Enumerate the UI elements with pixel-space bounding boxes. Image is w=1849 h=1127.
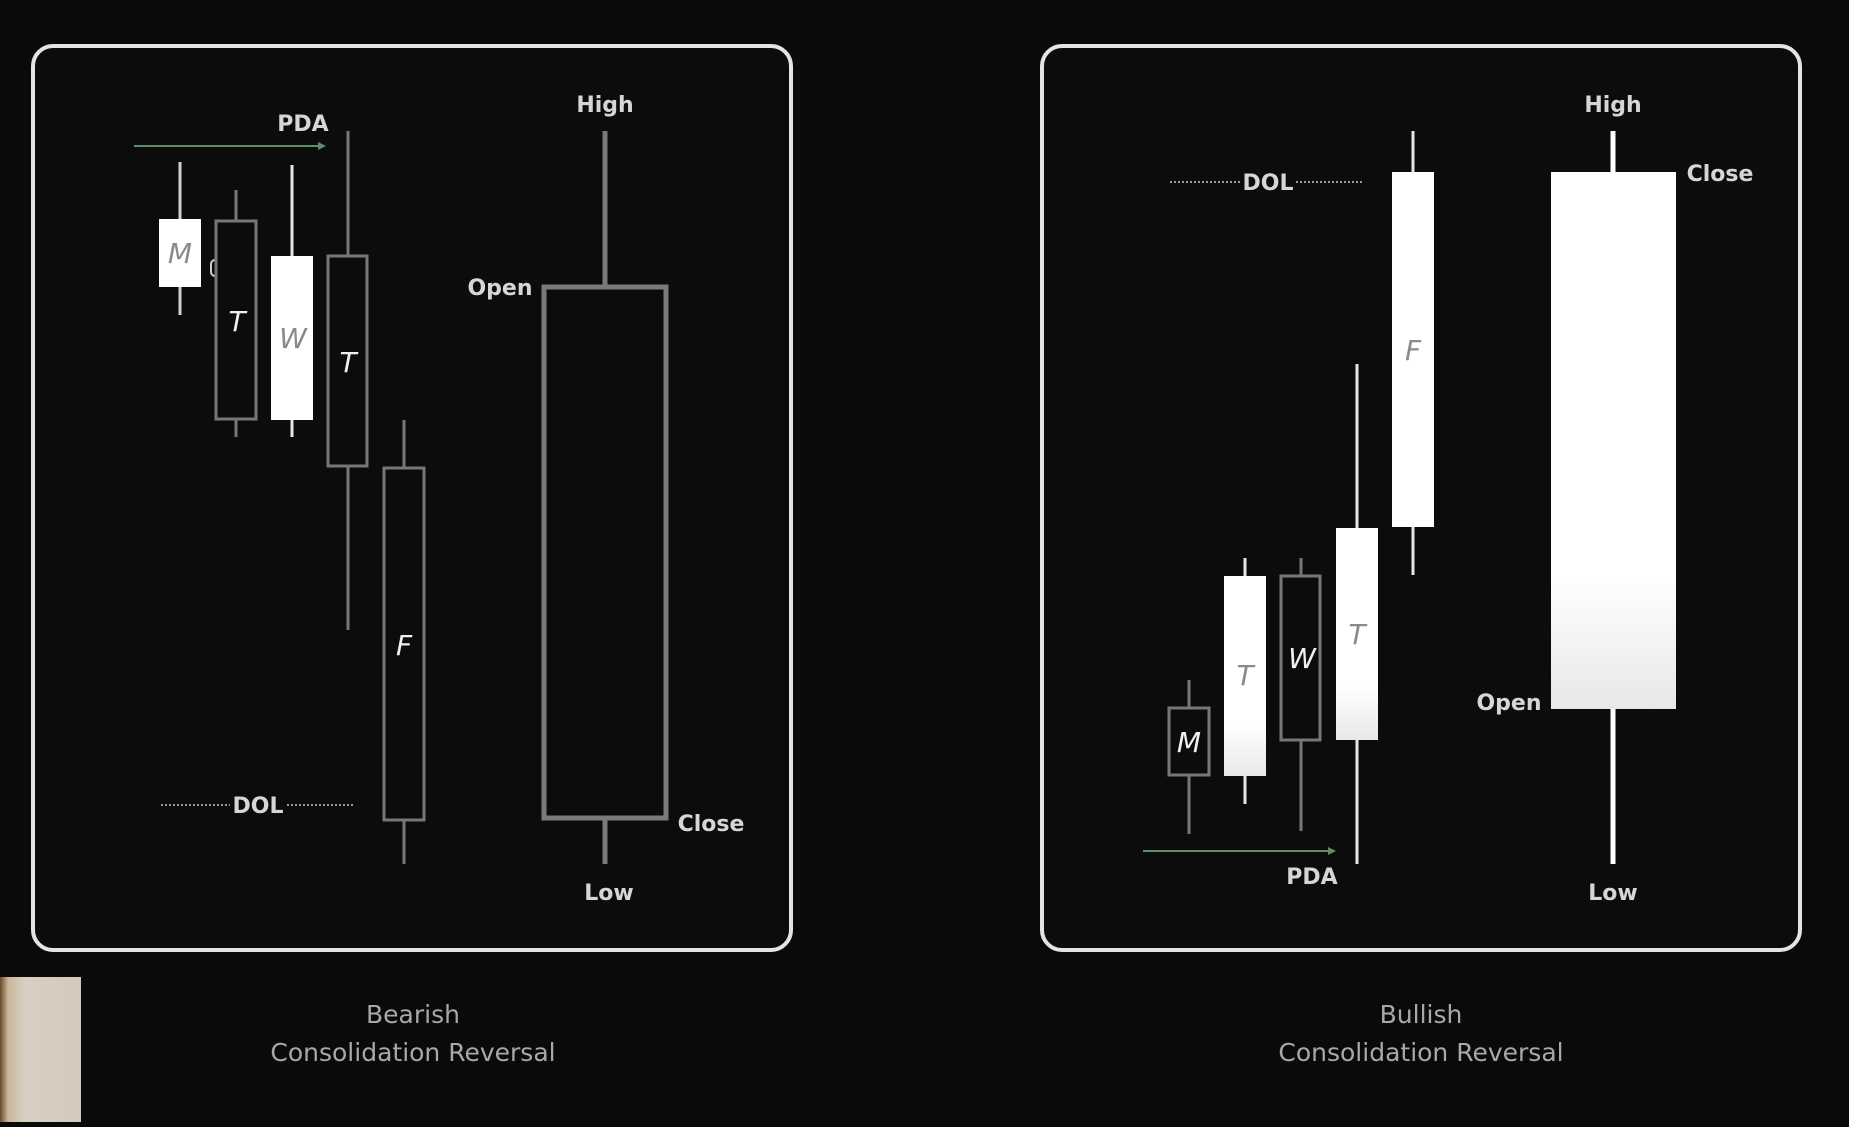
bullish-panel: DOL M T W xyxy=(1040,44,1802,952)
bullish-caption-line1: Bullish xyxy=(1379,1000,1463,1029)
bullish-low-label: Low xyxy=(1588,881,1637,906)
bullish-candle-t2-letter: T xyxy=(1348,618,1367,651)
bullish-candle-w-letter: W xyxy=(1288,642,1317,675)
bearish-high-label: High xyxy=(576,93,633,118)
bearish-big-candle xyxy=(541,131,669,864)
bearish-pda-label: PDA xyxy=(277,112,328,137)
bullish-pda-label: PDA xyxy=(1286,865,1337,890)
bullish-candle-w: W xyxy=(1279,558,1322,831)
bearish-candle-m: M xyxy=(159,162,201,315)
bearish-candle-t1: T xyxy=(214,190,258,437)
bullish-high-label: High xyxy=(1584,93,1641,118)
bearish-candle-t1-letter: T xyxy=(228,305,247,338)
bearish-caption-line1: Bearish xyxy=(366,1000,460,1029)
bearish-open-label: Open xyxy=(467,276,532,301)
bearish-candle-w-letter: W xyxy=(279,322,308,355)
bearish-candle-t2: T xyxy=(326,131,369,630)
bullish-candle-f-letter: F xyxy=(1405,334,1422,367)
bullish-pda-arrow xyxy=(1328,847,1336,855)
bullish-caption-line2: Consolidation Reversal xyxy=(1278,1038,1564,1067)
bullish-open-label: Open xyxy=(1476,691,1541,716)
bearish-low-label: Low xyxy=(584,881,633,906)
bearish-caption-line2: Consolidation Reversal xyxy=(270,1038,556,1067)
bearish-close-label: Close xyxy=(678,812,745,837)
bearish-candle-m-letter: M xyxy=(168,237,192,270)
bearish-pda-arrow xyxy=(318,142,326,150)
bearish-dol-label: DOL xyxy=(233,794,284,819)
bullish-candle-t2: T xyxy=(1336,364,1378,864)
bearish-panel: PDA M T xyxy=(31,44,793,952)
bullish-candle-t1: T xyxy=(1224,558,1266,804)
bearish-candle-f-letter: F xyxy=(396,629,413,662)
bullish-caption: Bullish Consolidation Reversal xyxy=(1071,996,1771,1072)
bearish-candle-w: W xyxy=(271,165,313,437)
bullish-close-label: Close xyxy=(1687,162,1754,187)
bullish-candle-m-letter: M xyxy=(1177,726,1201,759)
bearish-candle-f: F xyxy=(382,420,426,864)
bearish-candle-t2-letter: T xyxy=(339,346,358,379)
bullish-candle-m: M xyxy=(1167,680,1211,834)
bullish-candle-t1-letter: T xyxy=(1236,659,1255,692)
webcam-overlay xyxy=(0,977,81,1122)
bullish-candle-f: F xyxy=(1392,131,1434,575)
bullish-big-candle xyxy=(1551,131,1676,864)
bearish-caption: Bearish Consolidation Reversal xyxy=(63,996,763,1072)
bullish-dol-label: DOL xyxy=(1243,171,1294,196)
